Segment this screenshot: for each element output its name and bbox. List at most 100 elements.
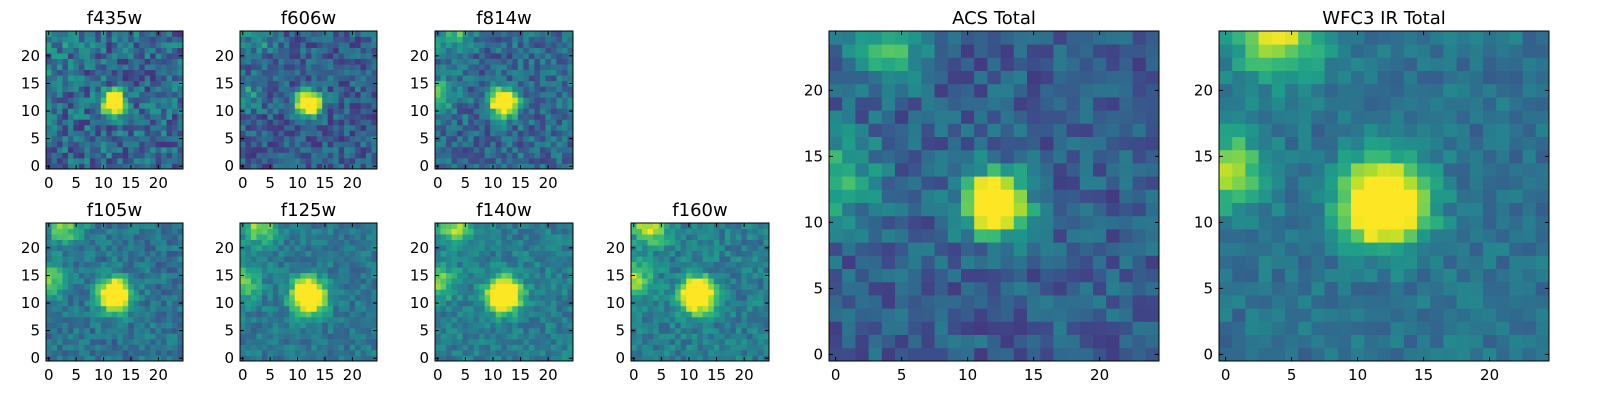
heatmap-cell (327, 135, 334, 142)
heatmap-cell (117, 300, 124, 307)
heatmap-cell (166, 322, 173, 329)
heatmap-cell (490, 245, 497, 251)
heatmap-cell (658, 349, 665, 356)
heatmap-cell (122, 119, 129, 126)
heatmap-cell (333, 267, 340, 274)
heatmap-cell (934, 242, 949, 256)
heatmap-cell (1027, 255, 1041, 269)
heatmap-cell (1013, 229, 1028, 243)
heatmap-cell (440, 152, 447, 159)
heatmap-cell (468, 47, 475, 54)
heatmap-cell (724, 338, 731, 345)
heatmap-cell (741, 322, 748, 329)
heatmap-cell (117, 102, 124, 109)
heatmap-cell (289, 349, 296, 356)
heatmap-cell (550, 113, 557, 120)
heatmap-cell (512, 47, 519, 54)
heatmap-cell (155, 146, 162, 153)
heatmap-cell (349, 327, 356, 334)
heatmap-cell (139, 272, 146, 279)
heatmap-cell (523, 86, 530, 93)
heatmap-cell (256, 58, 263, 65)
heatmap-cell (636, 234, 643, 240)
heatmap-cell (256, 338, 263, 345)
heatmap-cell (647, 228, 654, 235)
heatmap-cell (67, 234, 74, 240)
heatmap-cell (73, 119, 80, 126)
heatmap-cell (881, 321, 896, 335)
heatmap-cell (719, 278, 726, 285)
heatmap-cell (908, 321, 922, 335)
heatmap-cell (708, 234, 715, 240)
heatmap-cell (528, 102, 535, 109)
heatmap-cell (106, 91, 113, 98)
heatmap-cell (95, 278, 102, 285)
heatmap-cell (316, 283, 323, 290)
y-tick-label: 5 (224, 322, 234, 340)
heatmap-cell (278, 228, 285, 235)
heatmap-cell (316, 239, 323, 246)
heatmap-cell (133, 322, 140, 329)
heatmap-cell (305, 333, 312, 340)
heatmap-cell (468, 130, 475, 137)
heatmap-cell (111, 47, 118, 54)
heatmap-cell (89, 316, 96, 323)
heatmap-cell (133, 130, 140, 137)
heatmap-cell (256, 261, 263, 268)
heatmap-cell (316, 261, 323, 268)
heatmap-cell (155, 300, 162, 307)
heatmap-cell (1053, 321, 1067, 335)
heatmap-cell (763, 228, 770, 235)
heatmap-cell (501, 228, 508, 235)
heatmap-cell (473, 163, 480, 170)
heatmap-cell (95, 355, 102, 362)
heatmap-cell (479, 316, 486, 323)
heatmap-cell (67, 305, 74, 312)
heatmap-cell (106, 108, 113, 115)
heatmap-cell (741, 316, 748, 323)
heatmap-cell (333, 86, 340, 93)
heatmap-cell (349, 108, 356, 115)
heatmap-cell (46, 58, 52, 65)
heatmap-cell (501, 267, 508, 274)
heatmap-cell (752, 256, 759, 263)
heatmap-cell (305, 261, 312, 268)
heatmap-cell (360, 294, 367, 301)
heatmap-cell (278, 250, 285, 257)
heatmap-cell (495, 80, 502, 87)
heatmap-cell (316, 80, 323, 87)
heatmap-cell (567, 119, 574, 126)
heatmap-cell (440, 119, 447, 126)
heatmap-cell (95, 234, 102, 240)
heatmap-cell (440, 69, 447, 76)
heatmap-cell (468, 91, 475, 98)
heatmap-cell (300, 130, 307, 137)
heatmap-cell (267, 316, 274, 323)
heatmap-cell (987, 202, 1001, 217)
heatmap-cell (517, 272, 524, 279)
heatmap-cell (155, 349, 162, 356)
heatmap-cell (289, 311, 296, 318)
heatmap-cell (150, 344, 156, 351)
heatmap-cell (278, 294, 285, 301)
heatmap-cell (355, 53, 361, 59)
heatmap-cell (327, 31, 334, 37)
heatmap-cell (177, 333, 184, 340)
heatmap-cell (881, 215, 896, 230)
heatmap-cell (517, 130, 524, 137)
heatmap-cell (166, 42, 173, 48)
heatmap-cell (691, 294, 698, 301)
heatmap-cell (256, 311, 263, 318)
heatmap-cell (256, 108, 263, 115)
heatmap-cell (283, 31, 290, 37)
heatmap-cell (1040, 321, 1054, 335)
heatmap-cell (250, 228, 257, 235)
heatmap-cell (106, 135, 113, 142)
heatmap-cell (708, 256, 715, 263)
heatmap-cell (338, 278, 345, 285)
heatmap-cell (256, 322, 263, 329)
heatmap-cell (56, 119, 63, 126)
heatmap-cell (974, 242, 988, 256)
heatmap-cell (561, 344, 568, 351)
heatmap-cell (746, 234, 753, 240)
